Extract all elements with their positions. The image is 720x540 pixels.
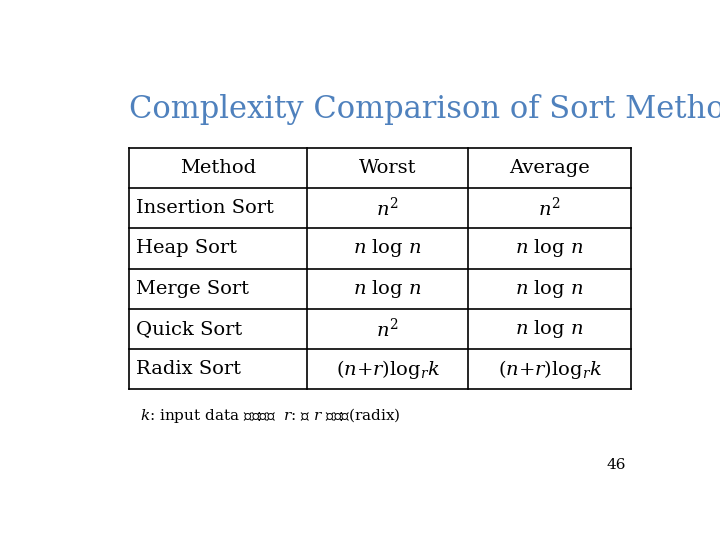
Text: 46: 46 <box>606 458 626 472</box>
Text: $\mathit{k}$: input data 之最大數  $\mathit{r}$: 以 $\mathit{r}$ 為基數(radix): $\mathit{k}$: input data 之最大數 $\mathit{r… <box>140 406 401 425</box>
Text: $\mathit{n}^2$: $\mathit{n}^2$ <box>377 197 399 220</box>
Text: $\mathit{n}\ \mathrm{log}\ \mathit{n}$: $\mathit{n}\ \mathrm{log}\ \mathit{n}$ <box>516 238 584 259</box>
Text: $\mathit{n}\ \mathrm{log}\ \mathit{n}$: $\mathit{n}\ \mathrm{log}\ \mathit{n}$ <box>354 238 422 259</box>
Text: Complexity Comparison of Sort Methods: Complexity Comparison of Sort Methods <box>129 94 720 125</box>
Text: Heap Sort: Heap Sort <box>136 239 237 258</box>
Text: $(\mathit{n}{+}\mathit{r})\mathrm{log}_{\mathit{r}}\mathit{k}$: $(\mathit{n}{+}\mathit{r})\mathrm{log}_{… <box>498 357 601 381</box>
Text: Merge Sort: Merge Sort <box>136 280 248 298</box>
Text: Method: Method <box>180 159 256 177</box>
Text: $\mathit{n}\ \mathrm{log}\ \mathit{n}$: $\mathit{n}\ \mathrm{log}\ \mathit{n}$ <box>516 318 584 340</box>
Text: $(\mathit{n}{+}\mathit{r})\mathrm{log}_{\mathit{r}}\mathit{k}$: $(\mathit{n}{+}\mathit{r})\mathrm{log}_{… <box>336 357 440 381</box>
Text: Worst: Worst <box>359 159 416 177</box>
Text: $\mathit{n}\ \mathrm{log}\ \mathit{n}$: $\mathit{n}\ \mathrm{log}\ \mathit{n}$ <box>354 278 422 300</box>
Text: Radix Sort: Radix Sort <box>136 360 240 378</box>
Text: Average: Average <box>509 159 590 177</box>
Text: $\mathit{n}^2$: $\mathit{n}^2$ <box>539 197 561 220</box>
Text: Insertion Sort: Insertion Sort <box>136 199 274 217</box>
Text: $\mathit{n}^2$: $\mathit{n}^2$ <box>377 317 399 340</box>
Text: $\mathit{n}\ \mathrm{log}\ \mathit{n}$: $\mathit{n}\ \mathrm{log}\ \mathit{n}$ <box>516 278 584 300</box>
Text: Quick Sort: Quick Sort <box>136 320 242 338</box>
